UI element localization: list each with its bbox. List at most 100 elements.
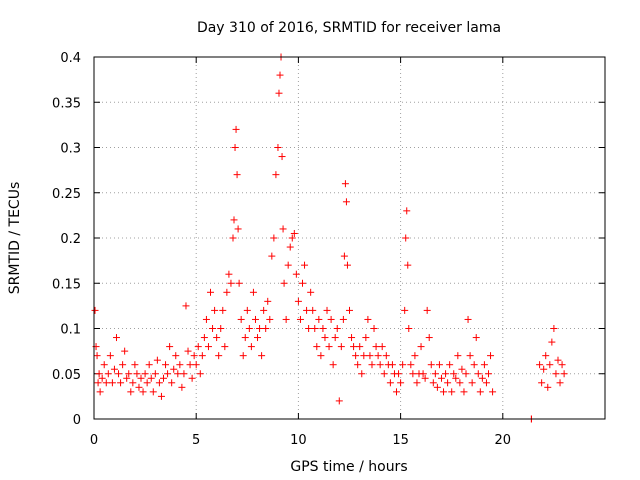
data-point xyxy=(296,315,304,323)
data-point xyxy=(245,325,253,332)
data-point xyxy=(194,343,202,351)
data-point xyxy=(121,347,129,355)
data-point xyxy=(374,352,382,360)
data-point xyxy=(358,370,366,378)
data-point xyxy=(106,352,114,360)
data-point xyxy=(340,252,348,260)
data-point xyxy=(401,306,409,314)
data-point xyxy=(254,334,262,342)
data-point xyxy=(341,180,349,188)
data-point xyxy=(256,325,264,332)
data-point xyxy=(380,370,388,378)
data-point xyxy=(119,361,127,369)
data-point xyxy=(266,315,274,323)
data-point xyxy=(104,370,112,378)
data-point xyxy=(542,352,550,360)
data-point xyxy=(419,370,427,378)
data-point xyxy=(96,388,104,396)
data-point xyxy=(489,388,497,396)
data-point xyxy=(335,397,343,405)
data-point xyxy=(172,352,180,360)
data-point xyxy=(251,315,259,323)
data-point xyxy=(409,370,417,378)
data-point xyxy=(131,361,139,369)
data-point xyxy=(290,229,298,237)
data-point xyxy=(337,343,345,351)
data-point xyxy=(346,306,353,314)
data-point xyxy=(204,343,212,351)
data-point xyxy=(327,315,335,323)
data-point xyxy=(159,374,167,382)
y-tick-labels: 0 0.05 0.1 0.15 0.2 0.25 0.3 0.35 0.4 xyxy=(52,51,81,428)
data-point xyxy=(180,370,188,378)
data-points xyxy=(91,53,568,423)
data-point xyxy=(135,383,143,391)
data-point xyxy=(370,325,378,332)
data-point xyxy=(478,374,486,382)
data-point xyxy=(286,243,294,251)
data-point xyxy=(402,234,410,242)
data-point xyxy=(413,379,421,387)
data-point xyxy=(95,370,103,378)
data-point xyxy=(554,356,562,364)
data-point xyxy=(560,370,568,378)
x-tick-label: 0 xyxy=(90,433,98,448)
data-point xyxy=(405,325,413,332)
data-point xyxy=(100,361,108,369)
data-point xyxy=(258,352,266,360)
y-tick-label: 0.4 xyxy=(60,51,81,66)
data-point xyxy=(207,288,215,296)
data-point xyxy=(123,374,131,382)
data-point xyxy=(91,306,99,314)
data-point xyxy=(442,370,450,378)
data-point xyxy=(319,325,327,332)
x-axis-title: GPS time / hours xyxy=(290,459,407,475)
data-point xyxy=(202,315,210,323)
data-point xyxy=(397,379,405,387)
data-point xyxy=(311,325,319,332)
data-point xyxy=(170,365,178,373)
data-point xyxy=(166,343,174,351)
data-point xyxy=(127,388,135,396)
data-point xyxy=(280,279,288,287)
data-point xyxy=(233,171,241,179)
y-tick-label: 0.1 xyxy=(60,323,81,338)
data-point xyxy=(440,388,448,396)
data-point xyxy=(546,361,554,369)
data-point xyxy=(460,388,468,396)
data-point xyxy=(350,343,358,351)
y-tick-label: 0.3 xyxy=(60,142,81,157)
data-point xyxy=(209,325,217,332)
data-point xyxy=(125,370,133,378)
data-point xyxy=(292,270,300,278)
data-point xyxy=(331,334,339,342)
data-point xyxy=(151,370,159,378)
data-point xyxy=(270,234,278,242)
data-point xyxy=(429,379,437,387)
data-point xyxy=(315,315,323,323)
x-tick-label: 20 xyxy=(495,433,512,448)
data-point xyxy=(558,361,566,369)
data-point xyxy=(102,379,110,387)
data-point xyxy=(323,306,331,314)
data-point xyxy=(247,343,255,351)
data-point xyxy=(268,252,276,260)
data-point xyxy=(288,234,296,242)
data-point xyxy=(196,370,204,378)
data-point xyxy=(227,279,235,287)
data-point xyxy=(139,388,147,396)
data-point xyxy=(425,334,433,342)
data-point xyxy=(423,306,431,314)
data-point xyxy=(393,388,401,396)
data-point xyxy=(168,379,176,387)
data-point xyxy=(147,374,155,382)
data-point xyxy=(378,343,386,351)
data-point xyxy=(386,379,394,387)
data-point xyxy=(462,370,470,378)
data-point xyxy=(466,352,474,360)
data-point xyxy=(211,306,219,314)
data-point xyxy=(301,261,309,269)
data-point xyxy=(368,361,376,369)
